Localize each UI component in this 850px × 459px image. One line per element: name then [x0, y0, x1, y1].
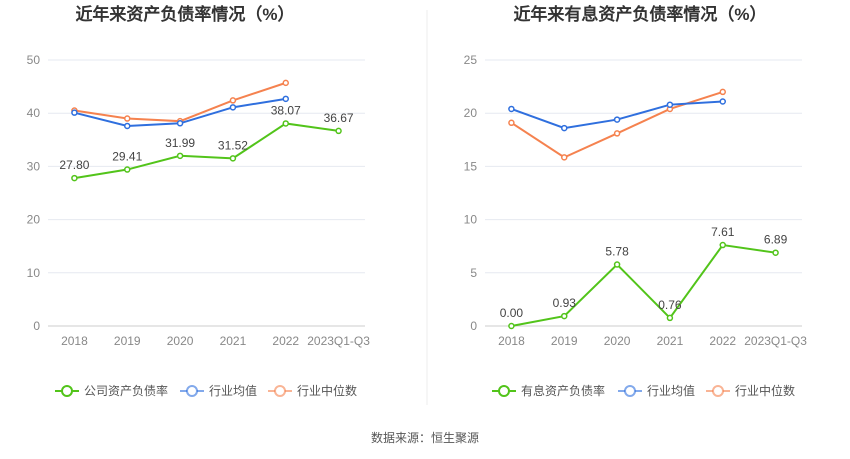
- data-point: [561, 154, 568, 161]
- data-point: [508, 105, 515, 113]
- y-tick-label: 10: [464, 213, 478, 227]
- data-point: [561, 124, 568, 132]
- data-point: [613, 116, 621, 123]
- data-label: 0.76: [658, 298, 682, 312]
- legend-label: 行业中位数: [735, 383, 795, 398]
- data-point: [613, 261, 621, 268]
- x-tick-label: 2023Q1-Q3: [744, 334, 807, 348]
- series-line-0: [511, 243, 776, 327]
- y-tick-label: 0: [33, 319, 40, 333]
- x-tick-label: 2021: [657, 334, 684, 348]
- y-tick-label: 25: [464, 53, 478, 67]
- data-point: [71, 174, 78, 182]
- data-point: [282, 120, 289, 127]
- data-point: [719, 241, 726, 249]
- y-tick-label: 15: [464, 159, 478, 173]
- legend-marker: [61, 385, 73, 397]
- y-tick-label: 40: [27, 106, 41, 120]
- data-point: [229, 97, 237, 104]
- y-tick-label: 5: [470, 266, 477, 280]
- legend-label: 行业均值: [209, 383, 257, 398]
- y-tick-label: 20: [27, 213, 41, 227]
- x-tick-label: 2023Q1-Q3: [307, 334, 370, 348]
- legend-label: 公司资产负债率: [84, 383, 168, 398]
- source-text: 数据来源：恒生聚源: [371, 430, 479, 445]
- data-point: [508, 119, 515, 127]
- legend-marker: [712, 385, 724, 397]
- data-point: [282, 95, 289, 103]
- series-line-2: [510, 90, 724, 159]
- x-tick-label: 2020: [167, 334, 194, 348]
- data-label: 6.89: [764, 233, 788, 247]
- data-point: [561, 312, 568, 320]
- data-label: 31.99: [165, 136, 195, 150]
- data-label: 29.41: [112, 150, 142, 164]
- data-point: [282, 79, 289, 87]
- data-point: [666, 101, 674, 108]
- series-line-1: [511, 100, 723, 130]
- y-tick-label: 10: [27, 266, 41, 280]
- data-point: [176, 120, 184, 127]
- legend-label: 行业中位数: [297, 383, 357, 398]
- data-label: 0.93: [553, 296, 577, 310]
- chart-title-1: 近年来有息资产负债率情况（%）: [513, 4, 766, 24]
- data-point: [772, 249, 779, 256]
- legend-marker: [186, 385, 198, 397]
- x-tick-label: 2021: [220, 334, 247, 348]
- data-label: 5.78: [605, 245, 629, 259]
- y-tick-label: 0: [470, 319, 477, 333]
- y-tick-label: 30: [27, 159, 41, 173]
- data-point: [124, 166, 131, 173]
- data-point: [335, 127, 342, 135]
- data-label: 36.67: [324, 111, 354, 125]
- series-line-0: [74, 122, 339, 180]
- data-point: [719, 98, 726, 105]
- data-point: [613, 130, 621, 137]
- x-tick-label: 2020: [604, 334, 631, 348]
- x-tick-label: 2018: [61, 334, 88, 348]
- y-tick-label: 20: [464, 106, 478, 120]
- x-tick-label: 2022: [272, 334, 299, 348]
- legend-label: 有息资产负债率: [521, 383, 605, 398]
- data-point: [124, 115, 131, 122]
- data-label: 31.52: [218, 138, 248, 152]
- x-tick-label: 2019: [114, 334, 141, 348]
- chart-title-0: 近年来资产负债率情况（%）: [75, 4, 294, 24]
- data-point: [229, 104, 237, 111]
- data-point: [666, 314, 674, 322]
- data-point: [508, 322, 515, 330]
- x-tick-label: 2019: [551, 334, 578, 348]
- data-point: [71, 109, 78, 116]
- data-label: 38.07: [271, 103, 301, 117]
- x-tick-label: 2022: [709, 334, 736, 348]
- legend-marker: [624, 385, 636, 397]
- legend-marker: [498, 385, 510, 397]
- x-tick-label: 2018: [498, 334, 525, 348]
- data-point: [124, 122, 131, 130]
- legend-label: 行业均值: [647, 383, 695, 398]
- y-tick-label: 50: [27, 53, 41, 67]
- series-line-2: [74, 81, 287, 123]
- legend-marker: [274, 385, 286, 397]
- data-point: [719, 88, 726, 96]
- data-point: [176, 152, 184, 160]
- data-label: 7.61: [711, 225, 735, 239]
- data-label: 0.00: [500, 306, 524, 320]
- data-label: 27.80: [59, 158, 89, 172]
- data-point: [229, 155, 237, 162]
